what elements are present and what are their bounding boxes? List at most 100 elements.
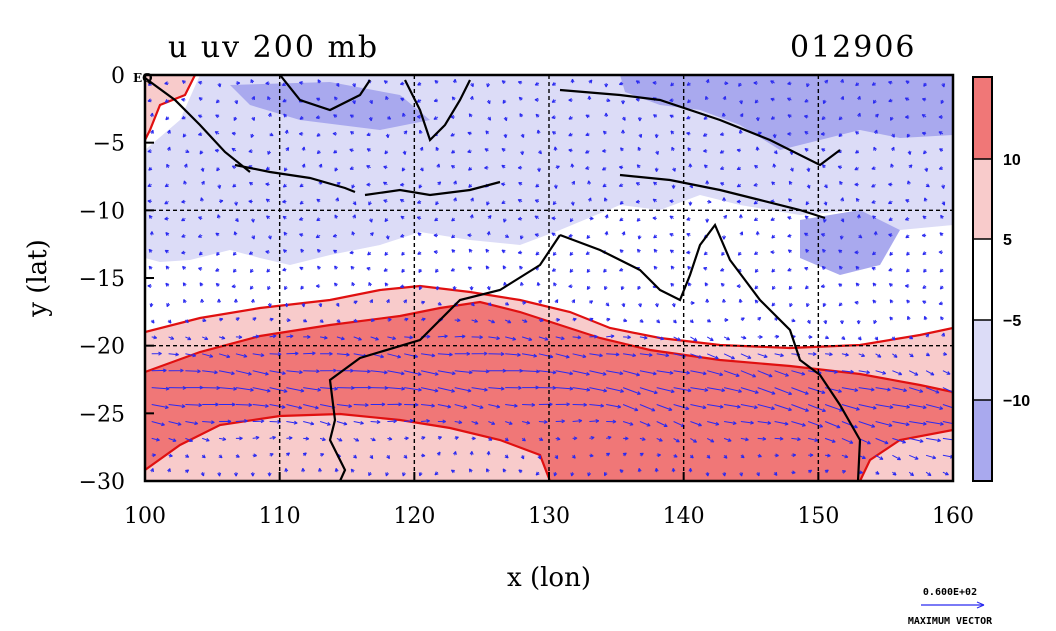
wind-vector-773	[688, 163, 693, 168]
wind-vector-222	[299, 183, 304, 188]
wind-vector-785	[690, 370, 707, 376]
wind-vector-1	[147, 98, 152, 103]
wind-vector-478	[469, 451, 474, 456]
graticule	[145, 75, 953, 481]
wind-vector-612	[568, 284, 573, 289]
wind-vector-874	[753, 251, 758, 255]
wind-vector-1149	[942, 437, 953, 441]
wind-vector-999	[841, 336, 846, 340]
wind-vector-1007	[841, 470, 847, 474]
wind-vector-96	[217, 82, 222, 88]
wind-vector-531	[520, 133, 525, 138]
wind-vector-967	[823, 201, 828, 206]
wind-vector-690	[622, 387, 641, 395]
wind-vector-323	[366, 267, 371, 271]
wind-vector-656	[604, 214, 609, 219]
wind-vector-456	[470, 82, 474, 88]
wind-vector-729	[653, 234, 658, 239]
wind-vector-628	[585, 149, 590, 154]
wind-vector-830	[724, 317, 729, 322]
wind-vector-811	[707, 404, 724, 409]
wind-vector-899	[771, 268, 776, 273]
wind-vector-730	[653, 248, 658, 253]
wind-vector-169	[267, 96, 271, 101]
wind-vector-122	[233, 116, 238, 121]
wind-vector-1046	[873, 319, 878, 325]
wind-vector-651	[602, 130, 607, 135]
wind-vector-413	[436, 163, 441, 168]
wind-vector-1134	[941, 184, 946, 189]
wind-vector-700	[637, 146, 642, 151]
wind-vector-1114	[922, 251, 927, 256]
wind-vector-517	[504, 301, 510, 306]
wind-vector-650	[604, 112, 609, 118]
wind-vector-991	[840, 197, 845, 202]
wind-vector-996	[838, 283, 843, 288]
wind-vector-596	[555, 419, 566, 424]
wind-vector-779	[687, 265, 692, 270]
wind-vector-893	[772, 163, 777, 168]
wind-vector-738	[656, 387, 675, 394]
wind-vector-61	[183, 299, 187, 304]
wind-vector-551	[518, 469, 523, 474]
wind-vector-field	[147, 78, 953, 477]
wind-vector-443	[450, 267, 455, 272]
wind-vector-597	[555, 436, 561, 441]
wind-vector-1107	[921, 131, 927, 136]
wind-vector-318	[366, 182, 371, 187]
wind-vector-613	[571, 299, 576, 304]
wind-vector-1001	[841, 369, 854, 374]
x-tick-label-130: 130	[528, 504, 570, 529]
wind-vector-791	[688, 467, 693, 473]
wind-vector-974	[823, 319, 828, 325]
wind-vector-956	[808, 421, 824, 428]
wind-vector-649	[606, 98, 611, 103]
wind-vector-714	[639, 387, 658, 395]
wind-vector-1147	[942, 404, 953, 409]
wind-vector-573	[538, 437, 544, 441]
wind-vector-814	[706, 454, 711, 459]
wind-vector-20	[151, 421, 165, 427]
wind-vector-269	[334, 167, 339, 172]
wind-vector-48	[181, 80, 186, 85]
wind-vector-110	[218, 317, 224, 322]
wind-vector-462	[468, 183, 473, 188]
wind-vector-1120	[925, 352, 931, 357]
wind-vector-362	[402, 112, 406, 118]
wind-vector-1102	[909, 454, 919, 460]
wind-vector-219	[298, 131, 304, 136]
wind-vector-575	[535, 471, 540, 476]
wind-vector-1060	[890, 146, 895, 151]
wind-vector-1100	[909, 421, 927, 426]
wind-vector-819	[719, 132, 725, 136]
wind-vector-853	[738, 298, 743, 304]
wind-vector-1103	[908, 471, 915, 477]
wind-vector-483	[485, 130, 490, 135]
wind-vector-1140	[939, 285, 944, 290]
wind-vector-271	[335, 197, 340, 202]
wind-vector-64	[185, 353, 197, 358]
wind-vector-699	[638, 133, 643, 138]
wind-vector-18	[151, 386, 170, 391]
wind-vector-1125	[926, 437, 941, 443]
wind-vector-636	[586, 285, 591, 291]
wind-vector-822	[720, 182, 725, 186]
wind-vector-431	[434, 471, 439, 476]
wind-vector-946	[805, 248, 810, 253]
wind-vector-674	[621, 116, 626, 121]
wind-vector-1083	[906, 133, 911, 138]
wind-vector-505	[502, 99, 507, 104]
wind-vector-37	[166, 302, 171, 308]
wind-vector-740	[656, 421, 668, 427]
wind-vector-620	[572, 418, 583, 423]
wind-vector-843	[738, 129, 743, 134]
wind-vector-338	[387, 115, 392, 120]
wind-vector-949	[806, 302, 810, 308]
wind-vector-185	[269, 370, 286, 375]
wind-vector-396	[418, 285, 423, 291]
wind-vector-173	[265, 166, 270, 171]
wind-vector-256	[320, 351, 333, 356]
wind-vector-638	[589, 317, 594, 322]
wind-vector-767	[671, 467, 676, 473]
wind-vector-151	[248, 199, 253, 204]
